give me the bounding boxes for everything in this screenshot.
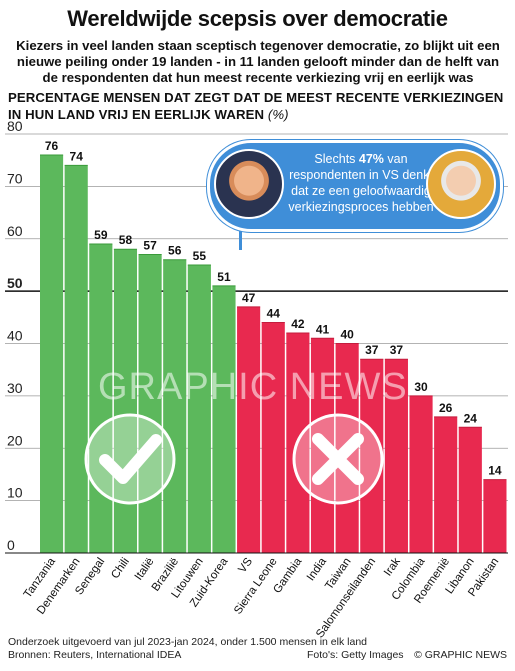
data-label: 56 [168, 244, 182, 258]
trump-portrait-icon [214, 149, 284, 219]
data-label: 41 [316, 322, 330, 336]
data-label: 40 [340, 328, 354, 342]
y-tick-label: 20 [7, 432, 23, 448]
y-tick-label: 30 [7, 380, 23, 396]
bar [89, 243, 113, 554]
y-tick-label: 60 [7, 223, 23, 239]
chart-subtitle: Kiezers in veel landen staan sceptisch t… [16, 38, 500, 85]
y-axis-title: PERCENTAGE MENSEN DAT ZEGT DAT DE MEEST … [8, 89, 508, 123]
data-label: 44 [267, 307, 281, 321]
checkmark-icon [99, 434, 162, 484]
biden-portrait-icon [426, 149, 496, 219]
footer-photo-credit: Foto's: Getty Images [307, 649, 404, 661]
footer-notes: Onderzoek uitgevoerd van jul 2023-jan 20… [8, 636, 367, 662]
data-label: 57 [143, 238, 157, 252]
data-label: 37 [365, 343, 379, 357]
bar [360, 359, 384, 553]
data-label: 58 [119, 233, 133, 247]
data-label: 59 [94, 228, 108, 242]
data-label: 30 [414, 380, 428, 394]
bar [40, 154, 64, 553]
category-label: VS [236, 556, 255, 576]
data-label: 37 [390, 343, 404, 357]
callout-box: Slechts 47% van respondenten in VS denkt… [207, 140, 503, 232]
callout-pointer [239, 228, 242, 250]
data-label: 47 [242, 291, 256, 305]
footer-sources: Bronnen: Reuters, International IDEA [8, 649, 182, 661]
bar [458, 427, 482, 553]
cross-icon [312, 433, 364, 485]
callout-text-after: van respondenten in VS denkt dat ze een … [288, 152, 434, 214]
category-label: Irak [382, 556, 403, 579]
callout-highlight: 47% [358, 152, 384, 166]
data-label: 55 [193, 249, 207, 263]
bar [261, 322, 285, 553]
callout-text: Slechts 47% van respondenten in VS denkt… [286, 151, 436, 215]
y-tick-label: 70 [7, 170, 23, 186]
footer-brand: © GRAPHIC NEWS [414, 649, 507, 661]
category-label: India [305, 555, 329, 583]
bar [212, 285, 236, 553]
bar [409, 395, 433, 553]
bar [237, 306, 261, 553]
bar [64, 165, 88, 554]
y-tick-label: 50 [7, 275, 23, 291]
y-tick-label: 10 [7, 485, 23, 501]
data-label: 42 [291, 317, 305, 331]
y-tick-label: 0 [7, 537, 15, 553]
watermark: GRAPHIC NEWS [98, 366, 408, 408]
bar [138, 254, 162, 553]
y-axis-label: PERCENTAGE MENSEN DAT ZEGT DAT DE MEEST … [8, 90, 504, 122]
y-tick-label: 80 [7, 118, 23, 134]
category-label: Chili [109, 556, 132, 581]
y-axis-unit: (%) [267, 107, 289, 122]
data-label: 24 [464, 411, 478, 425]
data-label: 76 [45, 139, 59, 153]
chart-title: Wereldwijde scepsis over democratie [67, 6, 448, 31]
footer-note: Onderzoek uitgevoerd van jul 2023-jan 20… [8, 636, 367, 648]
bar [187, 264, 211, 553]
data-label: 74 [70, 149, 84, 163]
data-label: 14 [488, 464, 502, 478]
bar [434, 416, 458, 553]
data-label: 51 [217, 270, 231, 284]
callout-text-before: Slechts [314, 152, 359, 166]
bar [483, 479, 507, 553]
y-tick-label: 40 [7, 328, 23, 344]
data-label: 26 [439, 401, 453, 415]
bar [384, 359, 408, 553]
category-label: Italië [133, 556, 157, 583]
